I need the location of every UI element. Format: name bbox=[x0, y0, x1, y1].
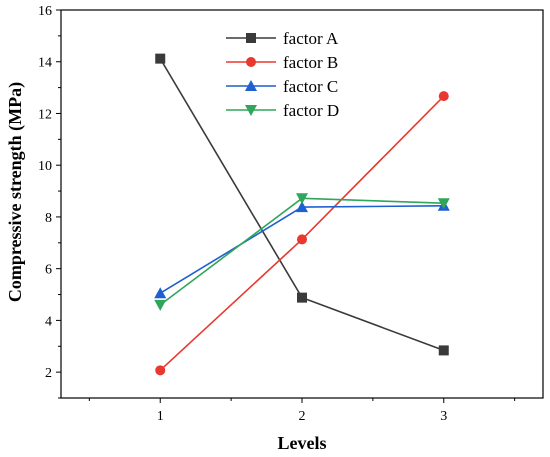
data-point bbox=[297, 234, 307, 245]
series-factor-d bbox=[154, 193, 450, 311]
y-tick-label: 8 bbox=[45, 211, 52, 226]
legend-marker bbox=[246, 57, 256, 67]
data-point bbox=[438, 345, 449, 356]
y-tick-label: 6 bbox=[45, 263, 52, 278]
legend-item: factor A bbox=[226, 29, 339, 48]
data-point bbox=[296, 193, 308, 205]
y-tick-label: 16 bbox=[38, 4, 52, 19]
series-factor-a bbox=[155, 53, 449, 356]
legend-label: factor C bbox=[283, 77, 338, 96]
legend: factor A factor B factor C factor D bbox=[226, 29, 339, 120]
x-tick-label: 3 bbox=[440, 409, 447, 424]
y-tick-label: 10 bbox=[38, 159, 52, 174]
x-tick-label: 1 bbox=[157, 409, 164, 424]
y-tick-label: 14 bbox=[38, 56, 52, 71]
x-tick-label: 2 bbox=[299, 409, 306, 424]
legend-label: factor B bbox=[283, 53, 338, 72]
data-point bbox=[296, 201, 308, 213]
y-tick-label: 12 bbox=[38, 107, 52, 122]
legend-label: factor D bbox=[283, 101, 339, 120]
y-tick-label: 4 bbox=[45, 314, 52, 329]
data-point bbox=[154, 299, 167, 311]
x-axis-title: Levels bbox=[278, 433, 327, 453]
data-point bbox=[154, 287, 167, 299]
legend-marker bbox=[245, 105, 257, 116]
legend-marker bbox=[245, 80, 257, 91]
y-axis-title: Compressive strength (MPa) bbox=[5, 82, 26, 302]
legend-item: factor D bbox=[226, 101, 339, 120]
series-line bbox=[159, 205, 444, 294]
data-point bbox=[297, 292, 307, 303]
data-point bbox=[438, 91, 449, 102]
series-factor-b bbox=[155, 91, 449, 376]
data-point bbox=[437, 198, 450, 210]
series-line bbox=[159, 197, 444, 306]
y-tick-label: 2 bbox=[45, 366, 52, 381]
legend-label: factor A bbox=[283, 29, 339, 48]
legend-item: factor C bbox=[226, 77, 338, 96]
series-line bbox=[159, 95, 445, 371]
legend-item: factor B bbox=[226, 53, 338, 72]
data-point bbox=[155, 365, 166, 376]
data-point bbox=[155, 53, 166, 64]
legend-marker bbox=[246, 33, 256, 43]
series-factor-c bbox=[154, 199, 450, 299]
